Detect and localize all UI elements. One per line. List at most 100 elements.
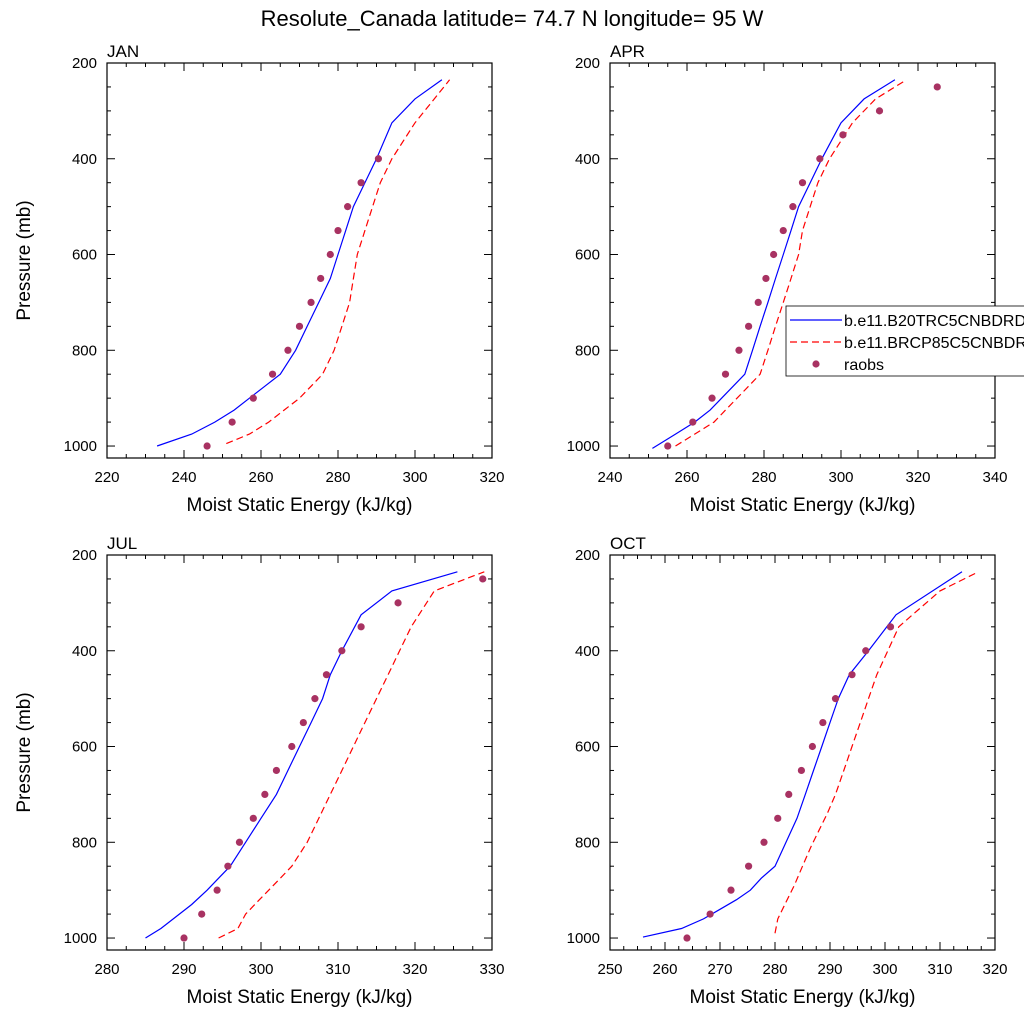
raobs-point (808, 742, 817, 751)
x-tick-label: 250 (597, 961, 622, 978)
y-tick-label: 600 (575, 247, 600, 264)
y-tick-label: 1000 (64, 438, 97, 455)
raobs-point (933, 83, 941, 91)
x-tick-label: 220 (94, 469, 119, 486)
y-tick-label: 200 (72, 547, 97, 564)
y-tick-label: 400 (575, 151, 600, 168)
raobs-point (886, 623, 895, 631)
y-tick-label: 200 (575, 547, 600, 564)
panel-label: JUL (107, 534, 137, 553)
y-tick-label: 400 (72, 643, 97, 660)
raobs-point (862, 647, 870, 655)
raobs-point (770, 250, 778, 259)
y-tick-label: 800 (575, 834, 600, 851)
legend-box (785, 305, 1024, 377)
raobs-point (228, 418, 236, 426)
raobs-point (249, 394, 257, 402)
x-tick-label: 260 (248, 469, 273, 486)
legend-entry-label: b.e11.B20TRC5CNBDRD (844, 313, 1024, 330)
plot-frame (609, 554, 996, 951)
raobs-point (831, 695, 840, 703)
x-tick-label: 290 (171, 961, 196, 978)
panel-label: OCT (610, 534, 646, 553)
raobs-point (779, 226, 787, 235)
raobs-point (745, 322, 753, 330)
raobs-point (735, 346, 743, 354)
raobs-point (357, 179, 365, 187)
panel-apr: APR 240 260 280 300 320 340 200 400 600 800 1000 Moi… (567, 42, 1008, 516)
panels: JAN 220 240 260 280 300 320 200 400 600 800 1000 Moi… (14, 42, 1008, 1008)
panel-label: JAN (107, 42, 139, 61)
y-tick-label: 1000 (64, 930, 97, 947)
raobs-point (839, 131, 847, 139)
raobs-point (334, 226, 342, 235)
x-tick-label: 270 (707, 961, 732, 978)
x-tick-label: 340 (982, 469, 1007, 486)
raobs-point (374, 155, 383, 163)
raobs-point (180, 934, 188, 942)
raobs-point (762, 274, 770, 283)
x-tick-label: 320 (479, 469, 504, 486)
raobs-point (288, 742, 296, 751)
panel-label: APR (610, 42, 645, 61)
series-line-b20trc5cnbdrd (642, 571, 963, 938)
y-tick-label: 600 (72, 247, 97, 264)
plot-frame (106, 554, 493, 951)
raobs-point (785, 790, 793, 798)
x-tick-label: 260 (674, 469, 699, 486)
raobs-point (689, 418, 697, 426)
x-tick-label: 330 (479, 961, 504, 978)
raobs-point (198, 910, 206, 918)
x-tick-label: 300 (828, 469, 853, 486)
raobs-point (789, 203, 797, 211)
series-line-brcp85c5cnbdrd (774, 571, 979, 934)
x-axis-label: Moist Static Energy (kJ/kg) (187, 987, 413, 1008)
x-tick-label: 280 (762, 961, 787, 978)
raobs-point (224, 862, 232, 870)
raobs-point (816, 155, 824, 163)
series-line-b20trc5cnbdrd (652, 79, 896, 449)
raobs-point (326, 250, 334, 259)
y-tick-label: 200 (72, 55, 97, 72)
series-line-brcp85c5cnbdrd (226, 79, 451, 445)
raobs-point (357, 623, 365, 631)
raobs-point (261, 790, 269, 798)
raobs-point (299, 718, 307, 727)
raobs-point (295, 322, 304, 330)
raobs-point (311, 695, 319, 703)
raobs-point (683, 934, 691, 942)
raobs-point (235, 838, 244, 846)
x-tick-label: 320 (982, 961, 1007, 978)
y-tick-label: 400 (72, 151, 97, 168)
raobs-point (875, 107, 884, 115)
raobs-point (706, 910, 714, 918)
series-line-b20trc5cnbdrd (145, 571, 458, 939)
y-axis-label: Pressure (mb) (14, 692, 35, 812)
x-tick-label: 280 (751, 469, 776, 486)
series-line-brcp85c5cnbdrd (675, 79, 907, 447)
y-tick-label: 800 (72, 834, 97, 851)
figure-title: Resolute_Canada latitude= 74.7 N longitu… (261, 6, 764, 31)
y-tick-label: 600 (575, 739, 600, 756)
panel-jan: JAN 220 240 260 280 300 320 200 400 600 800 1000 Moi… (14, 42, 505, 516)
raobs-point (338, 647, 346, 655)
series-line-b20trc5cnbdrd (156, 79, 443, 447)
raobs-point (203, 442, 211, 450)
raobs-point (797, 766, 806, 775)
series-line-brcp85c5cnbdrd (218, 571, 485, 939)
raobs-point (394, 599, 402, 607)
x-tick-label: 300 (402, 469, 427, 486)
x-tick-label: 290 (817, 961, 842, 978)
legend: b.e11.B20TRC5CNBDRD b.e11.BRCP85C5CNBDRD r… (785, 305, 1024, 377)
raobs-point (708, 394, 716, 402)
y-tick-label: 600 (72, 739, 97, 756)
panel-oct: OCT 250 260 270 280 290 300 310 320 200 400 600 800 1… (567, 534, 1008, 1008)
x-tick-label: 320 (402, 961, 427, 978)
raobs-point (344, 203, 352, 211)
legend-marker-raobs (812, 360, 820, 368)
raobs-point (317, 274, 325, 283)
raobs-point (848, 671, 856, 679)
x-tick-label: 320 (905, 469, 930, 486)
raobs-point (754, 298, 762, 306)
raobs-point (798, 179, 807, 187)
